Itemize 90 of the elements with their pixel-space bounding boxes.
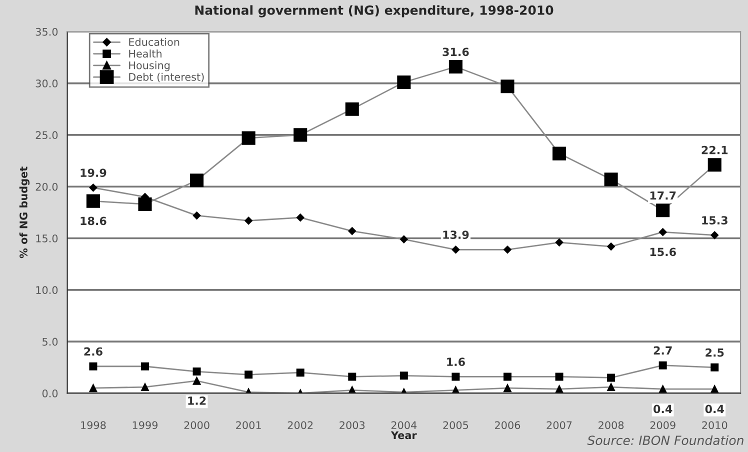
data-label: 2.7 [654, 346, 672, 355]
point [452, 246, 460, 254]
point [345, 102, 359, 116]
y-tick-label: 0.0 [42, 389, 58, 398]
y-tick-label: 25.0 [36, 131, 58, 140]
y-tick-label: 10.0 [36, 286, 58, 294]
point [89, 384, 98, 392]
data-label: 18.6 [80, 216, 106, 226]
x-tick-label: 2005 [443, 421, 468, 430]
point [555, 238, 564, 246]
x-tick-label: 2010 [702, 421, 728, 430]
data-label: 1.2 [188, 396, 206, 405]
legend-label: Education [129, 38, 180, 46]
point [710, 363, 719, 372]
x-tick-label: 1998 [81, 421, 106, 430]
legend-label: Housing [129, 61, 170, 72]
x-tick-label: 2002 [288, 421, 313, 430]
point [504, 246, 512, 254]
point [294, 128, 308, 142]
point [452, 372, 460, 381]
legend-label: Debt (interest) [129, 72, 204, 82]
y-tick-label: 15.0 [36, 234, 58, 242]
point [607, 383, 616, 392]
y-tick-label: 5.0 [42, 338, 58, 346]
legend-label: Health [129, 50, 162, 58]
x-tick-label: 2000 [184, 421, 210, 430]
point [658, 361, 667, 370]
data-label: 17.7 [650, 191, 676, 200]
x-tick-label: 2004 [391, 421, 417, 430]
y-tick-label: 30.0 [36, 80, 58, 88]
point [710, 231, 719, 240]
chart-title: National government (NG) expenditure, 1998-2010 [195, 5, 554, 18]
point [448, 60, 462, 74]
point [192, 376, 201, 385]
point [348, 372, 356, 381]
point [555, 372, 564, 381]
x-tick-label: 2009 [650, 421, 676, 430]
data-label: 19.9 [80, 168, 106, 177]
point [192, 212, 201, 220]
point [89, 184, 98, 192]
point [296, 368, 304, 377]
data-label: 31.6 [442, 48, 469, 56]
y-axis-title: % of NG budget [19, 166, 30, 258]
x-tick-label: 2008 [598, 421, 624, 430]
point [656, 204, 670, 218]
point [604, 172, 618, 186]
data-label: 22.1 [702, 146, 728, 154]
x-tick-label: 2001 [236, 421, 261, 430]
point [141, 362, 149, 370]
point [141, 383, 149, 392]
point [89, 362, 98, 370]
point [658, 228, 667, 236]
point [503, 384, 512, 392]
point [503, 372, 512, 381]
data-label: 0.4 [705, 404, 724, 414]
x-tick-label: 2006 [494, 421, 520, 430]
data-label: 15.3 [702, 216, 728, 225]
data-label: 1.6 [447, 358, 465, 366]
x-axis-title: Year [390, 431, 417, 440]
data-label: 13.9 [443, 230, 469, 239]
point [658, 385, 667, 394]
x-tick-label: 2003 [340, 421, 365, 430]
point [190, 174, 204, 188]
point [244, 216, 253, 225]
point [397, 75, 411, 90]
data-label: 0.4 [654, 404, 672, 414]
data-label: 2.6 [84, 347, 102, 356]
point [242, 131, 256, 145]
point [192, 368, 201, 376]
point [244, 370, 253, 379]
point [400, 235, 408, 244]
point [708, 158, 722, 172]
point [555, 385, 564, 394]
data-label: 2.5 [706, 348, 724, 357]
point [710, 385, 719, 394]
y-tick-label: 20.0 [36, 182, 58, 191]
point [500, 80, 514, 94]
point [296, 214, 304, 222]
x-tick-label: 1999 [132, 421, 158, 430]
y-tick-label: 35.0 [36, 28, 58, 36]
point [348, 227, 356, 235]
source-note: Source: IBON Foundation [587, 435, 744, 446]
point [138, 197, 152, 211]
point [607, 374, 616, 382]
point [552, 146, 566, 160]
point [400, 372, 408, 380]
point [86, 194, 100, 208]
x-tick-label: 2007 [546, 421, 572, 430]
point [607, 242, 616, 250]
data-label: 15.6 [650, 248, 676, 256]
